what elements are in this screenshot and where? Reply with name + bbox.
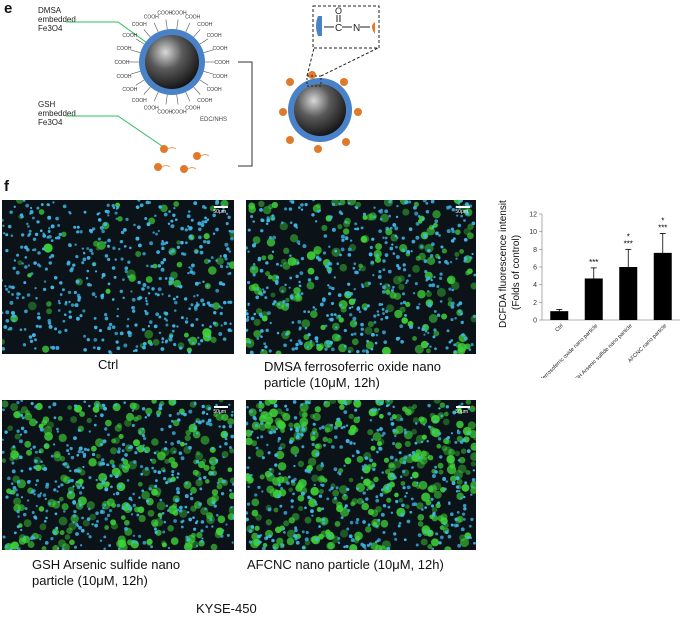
amide-o: O [335,6,342,16]
amide-inset-ligand [372,22,375,34]
scale-bar-label: 50μm [213,209,226,215]
significance-mark: * [627,232,630,241]
cooh-label: COOH [212,74,227,80]
conjugated-ligands [279,71,362,153]
y-tick-label: 12 [529,212,537,219]
scheme-diagram: COOHCOOHCOOHCOOHCOOHCOOHCOOHCOOHCOOHCOOH… [66,5,380,173]
y-tick-label: 6 [533,265,537,272]
caption-ctrl: Ctrl [98,357,118,373]
cooh-label: COOH [115,60,130,66]
caption-line: GSH Arsenic sulfide nano [32,557,181,572]
cooh-label: COOH [185,15,200,21]
cooh-label: COOH [212,46,227,52]
caption-line: particle (10μM, 12h) [264,375,380,390]
dmsa-label: DMSA embedded Fe3O4 [38,6,76,33]
gsh-particles [154,145,210,173]
significance-mark: * [661,216,664,225]
micrograph-afcnc: 50μm [246,400,476,550]
scale-bar [214,206,228,208]
caption-line: Ctrl [98,357,119,372]
scale-bar-label: 50μm [455,209,468,215]
y-tick-label: 2 [533,300,537,307]
micrograph-ctrl: 50μm [2,200,234,354]
amide-n: N [353,23,360,34]
caption-gsh: GSH Arsenic sulfide nano particle (10μM,… [32,557,180,589]
y-axis-label: DCFDA fluorescence intensity [498,200,509,328]
y-tick-label: 4 [533,282,537,289]
cooh-label: COOH [157,109,172,115]
y-axis-label: (Folds of control) [511,235,522,310]
cooh-label: COOH [122,87,137,93]
significance-mark: *** [658,223,667,232]
amide-inset-shell [316,16,322,36]
y-tick-label: 10 [529,229,537,236]
cell-line-label: KYSE-450 [196,601,257,616]
bar [550,311,569,320]
edc-nhs-label: EDC/NHS [200,117,227,123]
caption-afcnc: AFCNC nano particle (10μM, 12h) [247,557,444,573]
y-tick-label: 8 [533,247,537,254]
dmsa-particle-core [145,35,199,89]
cooh-label: COOH [122,33,137,39]
caption-dmsa: DMSA ferrosoferric oxide nano particle (… [264,359,441,391]
scale-bar [214,406,228,408]
cooh-label: COOH [172,109,187,115]
bar [584,278,603,320]
micrograph-dmsa: 50μm [246,200,476,354]
caption-line: AFCNC nano particle (10μM, 12h) [247,557,444,572]
panel-e-letter: e [4,0,13,17]
gsh-leader-line [66,115,163,147]
scale-bar [456,406,470,408]
cooh-label: COOH [172,11,187,17]
gsh-label-line: GSH [38,100,56,109]
bars: *********** [550,216,672,320]
x-tick-label: AFCNC nano particle [627,323,668,364]
cooh-label: COOH [132,22,147,28]
cooh-label: COOH [207,87,222,93]
amide-c: C [335,23,342,34]
bar [653,252,672,320]
caption-line: DMSA ferrosoferric oxide nano [264,359,442,374]
conjugated-particle-core [294,84,346,136]
cooh-label: COOH [157,11,172,17]
cooh-label: COOH [207,33,222,39]
gsh-label-line: Fe3O4 [38,118,63,127]
cooh-label: COOH [117,74,132,80]
dmsa-label-line: Fe3O4 [38,24,63,33]
scale-bar-label: 50μm [455,409,468,415]
panel-f-letter: f [4,178,9,195]
scale-bar [456,206,470,208]
cooh-label: COOH [197,22,212,28]
cooh-label: COOH [197,98,212,104]
cooh-label: COOH [132,98,147,104]
caption-line: particle (10μM, 12h) [32,573,148,588]
gsh-label-line: embedded [38,109,76,118]
x-tick-label: GSH Arsenic sulfide nano particle [571,323,633,378]
micrograph-gsh: 50μm [2,400,234,550]
cooh-label: COOH [144,15,159,21]
scale-bar-label: 50μm [213,409,226,415]
cooh-label: COOH [185,105,200,111]
cooh-label: COOH [215,60,230,66]
significance-mark: *** [624,239,633,248]
x-tick-label: Ctrl [554,323,564,333]
cooh-label: COOH [117,46,132,52]
y-tick-label: 0 [533,318,537,325]
dmsa-label-line: embedded [38,15,76,24]
gsh-label: GSH embedded Fe3O4 [38,100,76,127]
bar [619,267,638,320]
reaction-bracket [238,61,253,167]
dmsa-label-line: DMSA [38,6,62,15]
cooh-label: COOH [144,105,159,111]
ligand-shell: COOHCOOHCOOHCOOHCOOHCOOHCOOHCOOHCOOHCOOH… [115,11,230,116]
significance-mark: *** [589,258,598,267]
